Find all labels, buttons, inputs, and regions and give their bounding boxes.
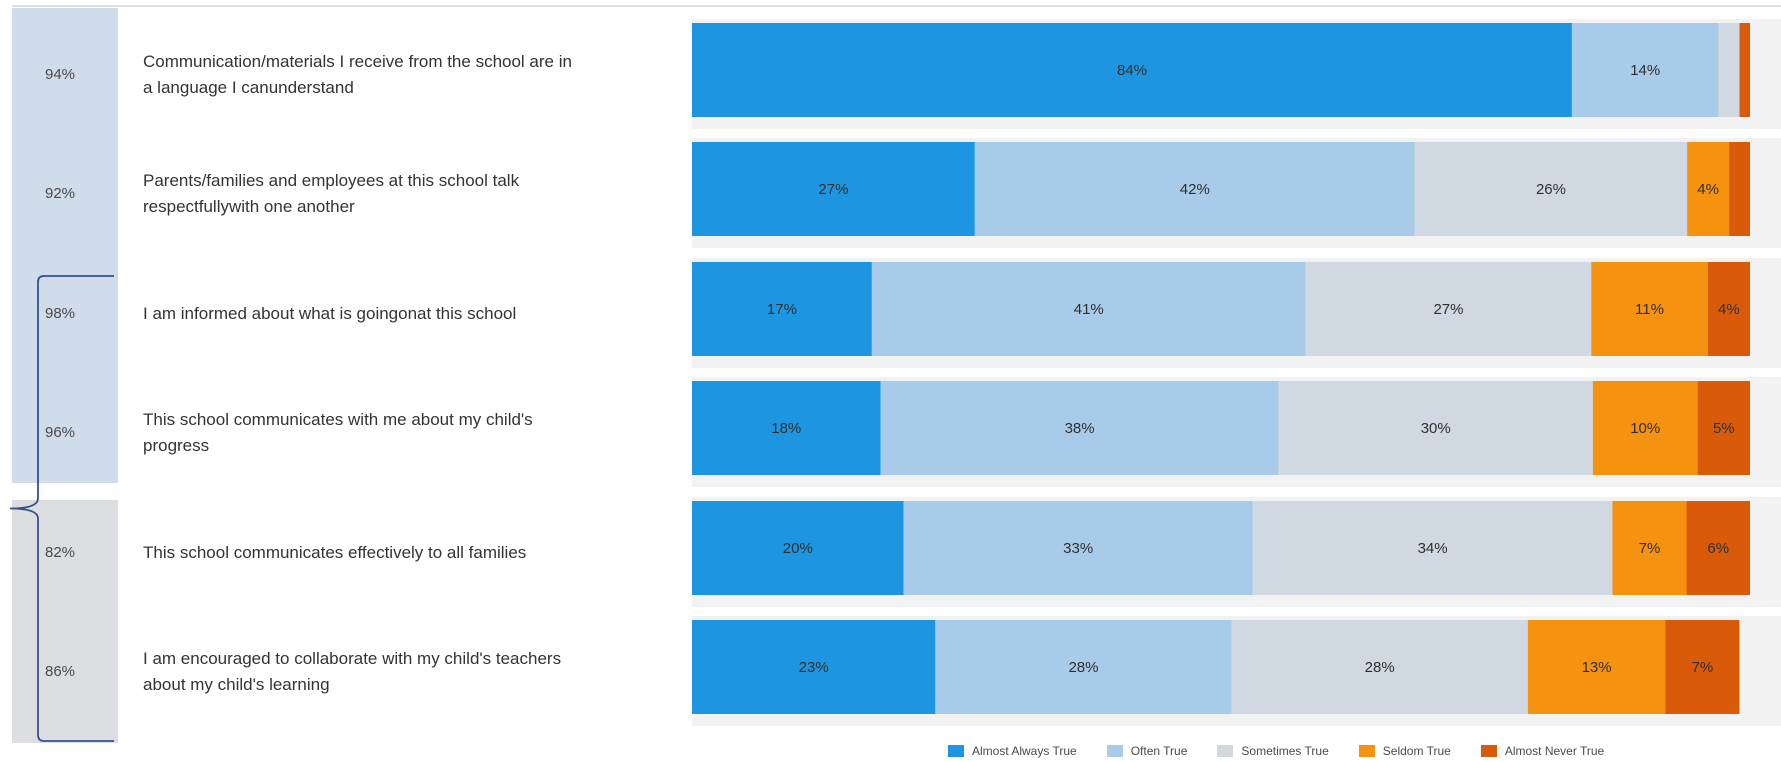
group-bracket xyxy=(9,275,114,742)
row-total-percent: 86% xyxy=(45,663,75,680)
segment-value-label: 18% xyxy=(771,420,801,437)
bar-segment-seldom-true xyxy=(1612,501,1687,595)
row-total-percent: 94% xyxy=(45,66,75,83)
legend-swatch-almost-always-true xyxy=(948,745,964,757)
bar-segment-sometimes-true xyxy=(1252,501,1613,595)
bar-segment-often-true xyxy=(935,620,1232,714)
bar-segment-almost-never-true xyxy=(1697,381,1750,475)
legend-item-sometimes-true: Sometimes True xyxy=(1217,744,1329,758)
bar-segment-sometimes-true xyxy=(1278,381,1593,475)
bar-segment-sometimes-true xyxy=(1414,142,1688,236)
segment-value-label: 13% xyxy=(1582,659,1612,676)
legend-item-almost-never-true: Almost Never True xyxy=(1480,744,1605,758)
bar-segment-almost-never-true xyxy=(1707,262,1750,356)
bar-segment-often-true xyxy=(1571,23,1719,117)
segment-value-label: 14% xyxy=(1630,62,1660,79)
segment-value-label: 6% xyxy=(1707,540,1729,557)
category-label: I am encouraged to collaborate with my c… xyxy=(143,649,561,668)
bar-segment-almost-always-true xyxy=(692,262,872,356)
segment-value-label: 11% xyxy=(1635,301,1664,318)
category-label: I am informed about what is goingonat th… xyxy=(143,304,516,323)
bar-segment-often-true xyxy=(974,142,1415,236)
legend-label-often-true: Often True xyxy=(1130,744,1188,758)
category-label: a language I canunderstand xyxy=(143,78,354,97)
bar-segment-seldom-true xyxy=(1687,142,1730,236)
segment-value-label: 33% xyxy=(1063,540,1093,557)
segment-value-label: 38% xyxy=(1065,420,1095,437)
segment-value-label: 27% xyxy=(1433,301,1463,318)
row-total-percent: 98% xyxy=(45,305,75,322)
segment-value-label: 27% xyxy=(818,181,848,198)
bar-segment-almost-always-true xyxy=(692,501,904,595)
segment-value-label: 84% xyxy=(1117,62,1147,79)
segment-value-label: 7% xyxy=(1639,540,1661,557)
legend-label-sometimes-true: Sometimes True xyxy=(1241,744,1329,758)
legend-label-seldom-true: Seldom True xyxy=(1382,744,1451,758)
segment-value-label: 28% xyxy=(1068,659,1098,676)
segment-value-label: 26% xyxy=(1536,181,1566,198)
bar-segment-almost-always-true xyxy=(692,620,936,714)
bar-segment-almost-never-true xyxy=(1665,620,1740,714)
segment-value-label: 4% xyxy=(1718,301,1740,318)
category-label: progress xyxy=(143,436,209,455)
bar-segment-almost-always-true xyxy=(692,23,1572,117)
bar-segment-almost-always-true xyxy=(692,381,881,475)
bar-segment-sometimes-true xyxy=(1305,262,1592,356)
segment-value-label: 30% xyxy=(1421,420,1451,437)
category-label: This school communicates effectively to … xyxy=(143,543,526,562)
bar-segment-almost-always-true xyxy=(692,142,975,236)
segment-value-label: 23% xyxy=(799,659,829,676)
segment-value-label: 28% xyxy=(1365,659,1395,676)
bar-segment-almost-never-true xyxy=(1686,501,1750,595)
category-label: about my child's learning xyxy=(143,675,330,694)
row-total-percent: 96% xyxy=(45,424,75,441)
bar-segment-seldom-true xyxy=(1592,381,1698,475)
legend-swatch-almost-never-true xyxy=(1480,745,1497,757)
group-top-background xyxy=(12,8,118,483)
bar-segment-seldom-true xyxy=(1591,262,1708,356)
segment-value-label: 20% xyxy=(783,540,813,557)
row-total-percent: 92% xyxy=(45,185,75,202)
category-label: Communication/materials I receive from t… xyxy=(143,52,572,71)
segment-value-label: 34% xyxy=(1418,540,1448,557)
legend-item-almost-always-true: Almost Always True xyxy=(948,744,1077,758)
row-total-percent: 82% xyxy=(45,544,75,561)
bar-segment-almost-never-true xyxy=(1729,142,1750,236)
legend-swatch-sometimes-true xyxy=(1217,745,1234,757)
legend-item-often-true: Often True xyxy=(1106,744,1188,758)
bar-segment-often-true xyxy=(880,381,1279,475)
category-label: Parents/families and employees at this s… xyxy=(143,171,520,190)
category-label: This school communicates with me about m… xyxy=(143,410,533,429)
bar-segment-sometimes-true xyxy=(1231,620,1528,714)
segment-value-label: 41% xyxy=(1074,301,1104,318)
legend-swatch-seldom-true xyxy=(1358,745,1375,757)
legend-label-almost-always-true: Almost Always True xyxy=(972,744,1077,758)
legend-label-almost-never-true: Almost Never True xyxy=(1504,744,1605,758)
segment-value-label: 42% xyxy=(1180,181,1210,198)
segment-value-label: 5% xyxy=(1713,420,1735,437)
legend-swatch-often-true xyxy=(1106,745,1123,757)
group-bottom-background xyxy=(12,500,118,743)
segment-value-label: 7% xyxy=(1692,659,1714,676)
segment-value-label: 4% xyxy=(1697,181,1719,198)
category-label: respectfullywith one another xyxy=(143,197,355,216)
bar-segment-often-true xyxy=(871,262,1306,356)
legend-item-seldom-true: Seldom True xyxy=(1358,744,1451,758)
bar-segment-sometimes-true xyxy=(1718,23,1740,117)
segment-value-label: 10% xyxy=(1630,420,1660,437)
chart-legend: Almost Always True Often True Sometimes … xyxy=(948,744,1604,758)
bar-segment-often-true xyxy=(903,501,1253,595)
segment-value-label: 17% xyxy=(767,301,797,318)
bar-segment-almost-never-true xyxy=(1739,23,1750,117)
bar-segment-seldom-true xyxy=(1527,620,1666,714)
